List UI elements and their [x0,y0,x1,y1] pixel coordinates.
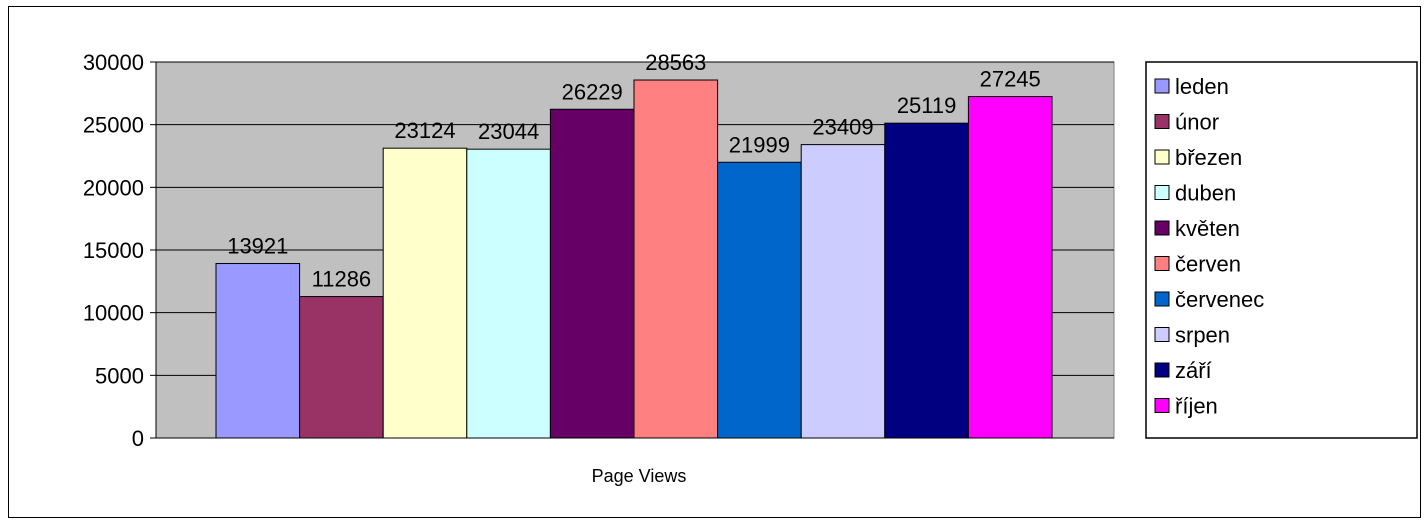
legend-swatch [1154,398,1170,413]
legend-label: září [1175,358,1212,383]
bars [215,79,1053,439]
x-category-label: Page Views [592,466,687,486]
y-tick-label: 20000 [83,175,144,200]
y-tick-label: 25000 [83,113,144,138]
legend-swatch [1154,362,1170,378]
legend-swatch [1154,149,1170,165]
bar [967,96,1053,439]
legend-swatch [1154,220,1170,236]
legend-swatch [1154,327,1170,342]
bar [382,147,468,439]
legend-swatch [1154,185,1170,200]
legend-swatch [1154,291,1170,307]
legend-swatch [1154,114,1170,129]
data-label: 23409 [812,115,873,140]
legend-items: leden únor březen duben květen červen červenec… [1154,74,1264,419]
data-label: 23124 [394,118,455,143]
legend-label: duben [1175,181,1236,206]
bar [800,144,886,439]
data-label: 11286 [312,267,372,292]
legend-label: únor [1175,110,1219,135]
bar [299,296,384,439]
data-label: 25119 [897,93,957,118]
legend-swatch [1154,78,1170,94]
legend-label: říjen [1175,394,1218,419]
legend-swatch [1154,256,1170,271]
bar [549,108,635,439]
legend-label: červenec [1175,287,1264,312]
data-labels: 13921 11286 23124 23044 26229 28563 21999 23409… [227,50,1041,292]
data-label: 26229 [562,79,623,104]
data-label: 13921 [227,234,288,259]
chart-frame: 0 5000 10000 15000 20000 25000 30000 13921 1128… [8,6,1421,518]
legend-label: březen [1175,145,1242,170]
legend-label: květen [1175,216,1240,241]
y-tick-label: 15000 [83,238,144,263]
y-tick-label: 30000 [83,50,144,75]
bar [884,122,969,439]
y-tick-label: 5000 [95,363,144,388]
y-tick-label: 10000 [83,301,144,326]
bar [466,148,551,439]
data-label: 21999 [729,132,790,157]
y-tick-label: 0 [132,426,144,451]
legend-label: srpen [1175,323,1230,348]
legend-label: červen [1175,252,1241,277]
data-label: 23044 [478,119,539,144]
legend-label: leden [1175,74,1229,99]
bar [717,161,802,439]
legend: leden únor březen duben květen červen červenec… [1145,61,1418,439]
bar [215,263,301,439]
bar-chart: 0 5000 10000 15000 20000 25000 30000 13921 1128… [83,50,1418,486]
legend-box [1145,61,1418,439]
bar [633,79,719,439]
data-label: 27245 [980,67,1041,92]
data-label: 28563 [645,50,706,75]
